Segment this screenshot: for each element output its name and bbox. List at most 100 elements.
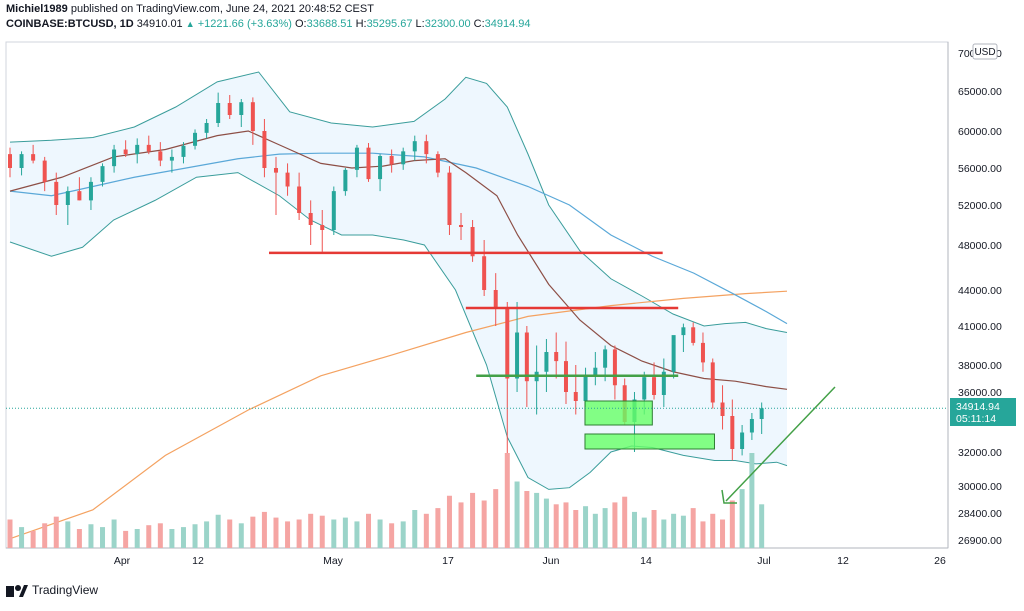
x-tick-label: 17 xyxy=(442,555,454,567)
volume-bar xyxy=(123,530,129,548)
volume-bar xyxy=(514,481,520,548)
candle-body xyxy=(515,332,520,379)
accumulation-box-upper xyxy=(584,400,653,426)
volume-bar xyxy=(700,521,706,548)
candle-body xyxy=(459,225,464,227)
volume-bar xyxy=(296,519,302,548)
volume-bar xyxy=(204,521,210,548)
volume-bar xyxy=(319,515,325,548)
volume-bar xyxy=(759,504,765,548)
price-tag-value: 34914.94 xyxy=(956,401,1000,413)
candle-body xyxy=(378,155,383,180)
candle-body xyxy=(470,227,475,257)
annotation-arrow-line xyxy=(725,386,836,502)
candle-body xyxy=(65,191,70,205)
volume-bar xyxy=(19,527,25,548)
volume-bar xyxy=(470,492,476,548)
up-triangle-icon: ▲ xyxy=(185,19,195,29)
volume-bar xyxy=(42,523,48,548)
symbol-name[interactable]: COINBASE:BTCUSD, 1D xyxy=(6,18,134,30)
author-name[interactable]: Michiel1989 xyxy=(6,3,68,15)
candle-body xyxy=(320,225,325,230)
volume-bar xyxy=(285,521,291,548)
volume-bar xyxy=(524,491,530,548)
footer-logo[interactable]: TradingView xyxy=(6,580,98,600)
volume-bar xyxy=(553,504,559,548)
candle-body xyxy=(100,166,105,182)
candle-body xyxy=(19,154,24,168)
y-tick-label: 38000.00 xyxy=(958,360,1002,372)
volume-bar xyxy=(690,508,696,548)
volume-bar xyxy=(612,502,618,548)
candle-body xyxy=(308,213,313,225)
x-tick-label: 12 xyxy=(192,555,204,567)
candle-body xyxy=(227,103,232,115)
candle-body xyxy=(642,377,647,400)
y-tick-label: 60000.00 xyxy=(958,126,1002,138)
volume-bar xyxy=(342,517,348,548)
candle-body xyxy=(193,132,198,146)
volume-bar xyxy=(53,516,59,548)
currency-badge xyxy=(972,43,998,60)
low-value: 32300.00 xyxy=(424,18,471,30)
candle-body xyxy=(262,131,267,168)
candle-body xyxy=(123,149,128,155)
candle-body xyxy=(593,367,598,376)
candle-body xyxy=(88,181,93,201)
footer-brand: TradingView xyxy=(32,583,99,597)
volume-bar xyxy=(739,489,745,548)
volume-bar xyxy=(76,529,82,548)
low-label: L: xyxy=(415,18,425,30)
candle-body xyxy=(354,147,359,170)
candle-body xyxy=(681,327,686,336)
candle-body xyxy=(603,349,608,368)
volume-bar xyxy=(7,519,13,548)
volume-bar xyxy=(169,529,175,548)
change-value: +1221.66 (+3.63%) xyxy=(197,18,292,30)
volume-bar xyxy=(261,511,267,548)
candle-body xyxy=(389,155,394,165)
volume-bar xyxy=(651,510,657,548)
volume-bar xyxy=(622,496,628,548)
annotation-arrow-head xyxy=(721,489,737,504)
y-tick-label: 32000.00 xyxy=(958,447,1002,459)
x-tick-label: 26 xyxy=(934,555,946,567)
candle-body xyxy=(273,168,278,173)
volume-bar xyxy=(583,506,589,548)
volume-bar xyxy=(412,510,418,548)
candle-body xyxy=(331,191,336,230)
ma-long-line xyxy=(9,290,788,540)
volume-bar xyxy=(435,508,441,548)
candle-body xyxy=(710,362,715,403)
y-tick-label: 56000.00 xyxy=(958,163,1002,175)
close-value: 34914.94 xyxy=(484,18,531,30)
bollinger-upper-line xyxy=(9,71,788,333)
volume-bar xyxy=(366,513,372,548)
candle-body xyxy=(366,147,371,180)
candle-body xyxy=(204,123,209,133)
candle-body xyxy=(401,151,406,165)
volume-bar xyxy=(111,519,117,548)
y-tick-label: 44000.00 xyxy=(958,285,1002,297)
volume-bar xyxy=(30,530,36,548)
candle-body xyxy=(671,335,676,372)
chart-header: Michiel1989 published on TradingView.com… xyxy=(6,2,746,34)
volume-bar xyxy=(238,523,244,548)
volume-bar xyxy=(563,502,569,548)
volume-bar xyxy=(749,453,755,548)
volume-bar xyxy=(592,513,598,548)
candle-body xyxy=(447,172,452,225)
volume-bar xyxy=(602,508,608,548)
volume-bar xyxy=(631,511,637,548)
close-label: C: xyxy=(473,18,485,30)
volume-bar xyxy=(493,489,499,548)
candle-body xyxy=(740,432,745,449)
volume-bar xyxy=(446,495,452,548)
x-tick-label: Jun xyxy=(543,555,560,567)
symbol-legend: COINBASE:BTCUSD, 1D 34910.01 ▲ +1221.66 … xyxy=(6,17,746,32)
y-tick-label: 48000.00 xyxy=(958,240,1002,252)
y-tick-label: 52000.00 xyxy=(958,200,1002,212)
candle-body xyxy=(573,392,578,401)
